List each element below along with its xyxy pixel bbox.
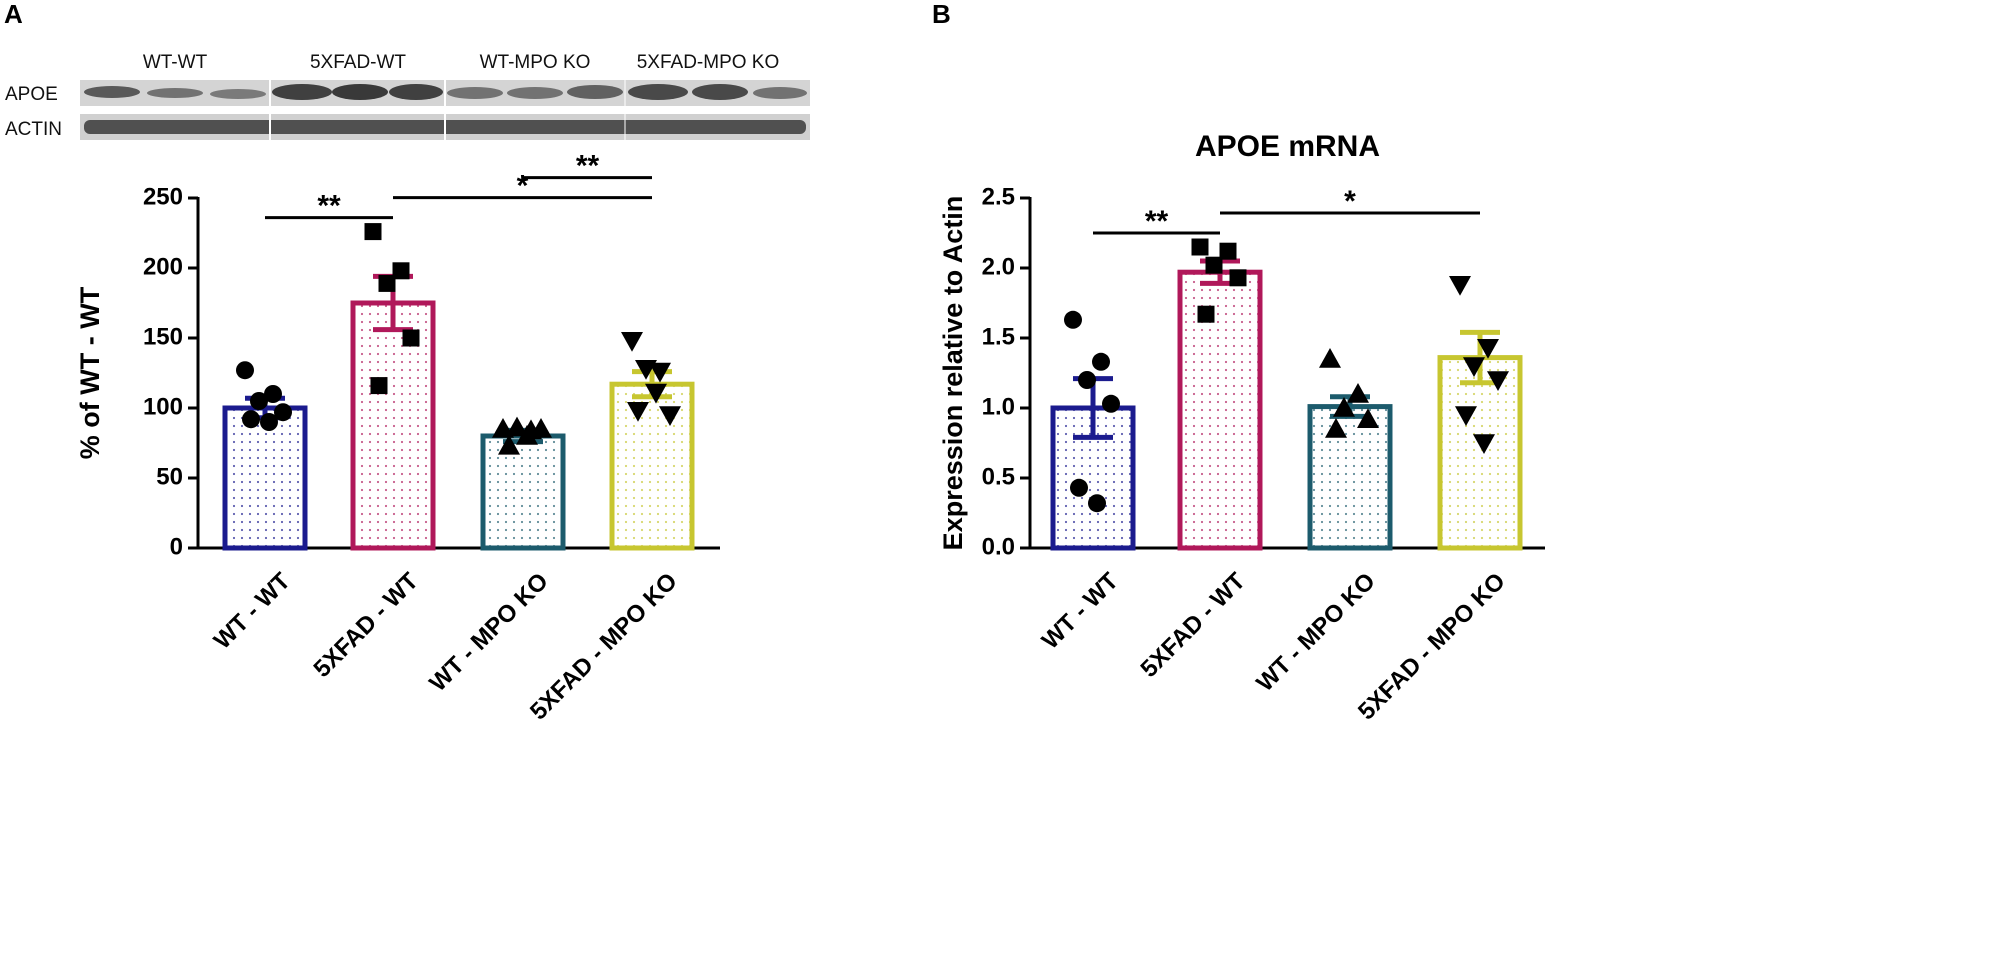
data-point [250,392,268,410]
data-point [1347,383,1369,403]
data-point [1102,394,1120,413]
significance-label: ** [317,190,341,223]
y-axis-label: Expression relative to Actin [938,196,968,551]
data-point [659,406,681,426]
y-tick-label: 0.5 [982,463,1015,490]
data-point [242,410,260,429]
y-tick-label: 50 [156,463,183,490]
data-point [506,416,528,437]
x-tick-label: 5XFAD - WT [1135,567,1250,682]
data-point [1449,276,1471,296]
blot-group-label: WT-MPO KO [480,52,591,73]
x-tick-label: WT - WT [1037,567,1124,654]
blot-group-label: WT-WT [143,52,208,73]
data-point [1455,406,1477,426]
chart-title: APOE mRNA [1195,130,1380,163]
data-point [1463,357,1485,377]
data-point [645,383,667,404]
data-point [1064,310,1082,329]
y-tick-label: 250 [143,183,183,210]
data-point [274,403,292,422]
x-tick-label: 5XFAD - WT [308,567,423,682]
data-point [236,361,254,380]
y-tick-label: 0 [170,533,183,560]
blot-group-label: 5XFAD-MPO KO [637,52,780,73]
significance-label: * [517,170,529,203]
data-point [1197,305,1215,323]
data-point [378,274,396,292]
data-point [530,418,552,438]
significance-label: ** [576,150,600,183]
data-point [402,329,420,347]
bar [350,300,436,551]
y-tick-label: 1.0 [982,393,1015,420]
data-point [627,402,649,422]
data-point [1088,494,1106,513]
data-point [1191,238,1209,256]
data-point [635,360,657,380]
panel-letter: A [4,0,23,29]
data-point [392,262,410,280]
data-point [1219,242,1237,260]
panel-letter: B [932,0,951,29]
bar [1437,355,1523,551]
data-point [1229,269,1247,287]
data-point [516,425,538,445]
y-axis-label: % of WT - WT [75,286,105,459]
bar [1177,269,1263,551]
data-point [1092,352,1110,371]
y-tick-label: 2.0 [982,253,1015,280]
y-tick-label: 150 [143,323,183,350]
data-point [370,377,388,395]
data-point [1487,371,1509,391]
data-point [1319,348,1341,368]
data-point [621,332,643,352]
blot-row-label: APOE [5,84,58,105]
x-tick-label: WT - MPO KO [1251,568,1380,697]
data-point [264,385,282,403]
data-point [498,434,520,455]
data-point [1325,418,1347,438]
blot-row-label: ACTIN [5,119,62,140]
data-point [1070,478,1088,497]
x-tick-label: WT - MPO KO [424,568,553,697]
data-point [1333,397,1355,417]
y-tick-label: 200 [143,253,183,280]
data-point [1477,339,1499,359]
data-point [260,413,278,431]
data-point [1078,371,1096,389]
bar [222,405,308,551]
x-tick-label: WT - WT [209,567,296,654]
x-tick-label: 5XFAD - MPO KO [1353,568,1511,726]
western-blot: WT-WT 5XFAD-WT WT-MPO KO 5XFAD-MPO KO AP… [5,52,810,142]
chart: % of WT - WT 0 50 100 150 200 250 WT - WT 5XFAD … [75,150,720,725]
data-point [1357,408,1379,428]
y-tick-label: 100 [143,393,183,420]
y-tick-label: 0.0 [982,533,1015,560]
chart: APOE mRNA Expression relative to Actin 0.0… [938,130,1545,725]
data-point [1205,256,1223,274]
y-tick-label: 1.5 [982,323,1015,350]
significance-label: ** [1145,205,1169,238]
bar [609,381,695,551]
bar [480,433,566,551]
data-point [649,362,671,383]
data-point [364,223,382,241]
data-point [1473,434,1495,454]
blot-group-label: 5XFAD-WT [310,52,406,73]
y-tick-label: 2.5 [982,183,1015,210]
significance-label: * [1344,185,1356,218]
bar [1307,404,1393,551]
